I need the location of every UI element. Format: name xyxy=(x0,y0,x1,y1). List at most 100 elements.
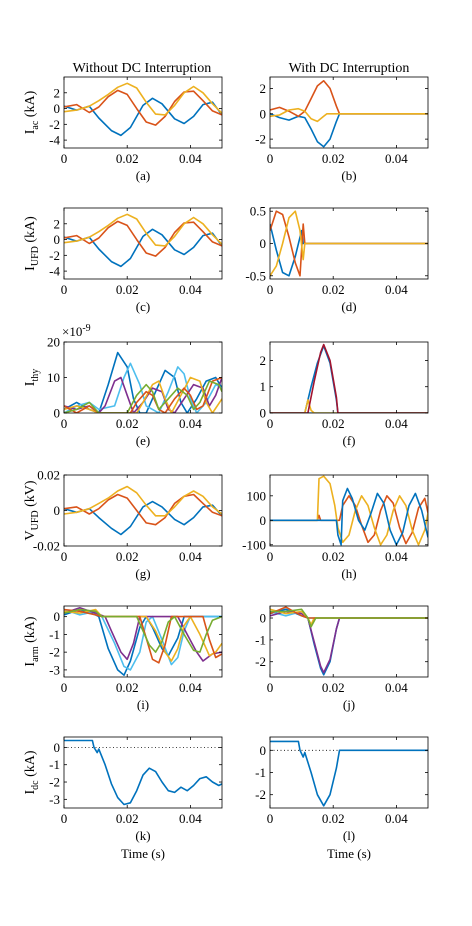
series-line-h-2 xyxy=(270,487,428,546)
y-axis-label-symbol: I xyxy=(23,381,38,386)
axis-box xyxy=(269,76,429,149)
y-tick-label: 0 xyxy=(54,503,61,518)
y-axis-label-symbol: I xyxy=(23,129,38,134)
panel-caption: (h) xyxy=(341,566,356,581)
x-tick-label: 0.02 xyxy=(116,680,139,695)
y-tick-label: 2 xyxy=(54,85,61,100)
x-tick-label: 0.04 xyxy=(385,282,408,297)
series-line-j-0 xyxy=(270,608,428,676)
x-tick-label: 0 xyxy=(61,680,68,695)
series-line-i-3 xyxy=(64,608,222,662)
y-tick-label: -4 xyxy=(49,133,60,148)
series-line-j-5 xyxy=(270,608,428,628)
column-title-left: Without DC Interruption xyxy=(73,61,212,76)
y-tick-label: -2 xyxy=(49,775,60,790)
y-axis-label-sub: ac xyxy=(30,120,41,129)
y-tick-label: 10 xyxy=(47,370,60,385)
x-tick-label: 0.02 xyxy=(322,282,345,297)
x-tick-label: 0.02 xyxy=(322,549,345,564)
y-tick-label: -2 xyxy=(255,787,266,802)
panels: 0 0.02 0.04-4-202(a)Iac (kA)0 0.02 0.04-202(… xyxy=(23,76,429,861)
y-tick-label: 0 xyxy=(54,232,61,247)
series-line-c-0 xyxy=(64,228,222,268)
panel-caption: (k) xyxy=(135,828,150,843)
axis-box xyxy=(269,474,429,547)
panel-a: 0 0.02 0.04-4-202(a)Iac (kA) xyxy=(23,76,223,183)
panel-caption: (g) xyxy=(135,566,150,581)
y-axis-label-unit: (kA) xyxy=(23,750,38,780)
x-tick-label: 0.04 xyxy=(179,549,202,564)
y-tick-label: 0 xyxy=(260,513,267,528)
y-tick-label: 100 xyxy=(247,488,267,503)
x-tick-label: 0.02 xyxy=(116,151,139,166)
x-tick-label: 0.04 xyxy=(385,549,408,564)
x-tick-label: 0.02 xyxy=(322,811,345,826)
x-tick-label: 0.04 xyxy=(179,151,202,166)
series-line-g-1 xyxy=(64,493,222,526)
y-axis-label: Iarm (kA) xyxy=(23,616,41,666)
x-tick-label: 0 xyxy=(61,282,68,297)
x-tick-label: 0 xyxy=(267,151,274,166)
series-line-i-1 xyxy=(64,608,222,671)
series-line-d-0 xyxy=(270,223,428,277)
x-tick-label: 0.02 xyxy=(116,282,139,297)
series-line-c-2 xyxy=(64,213,222,247)
panel-caption: (c) xyxy=(136,299,150,314)
axis-box xyxy=(63,736,223,809)
y-tick-label: 0 xyxy=(54,406,61,421)
axis-box xyxy=(269,605,429,678)
y-tick-label: 2 xyxy=(260,81,267,96)
series-line-g-0 xyxy=(64,500,222,536)
axis-box xyxy=(63,207,223,280)
panel-caption: (f) xyxy=(343,433,356,448)
x-tick-label: 0.02 xyxy=(116,549,139,564)
y-axis-label-sub: dc xyxy=(30,780,41,790)
y-tick-label: 0.02 xyxy=(37,468,60,483)
panel-caption: (l) xyxy=(343,828,355,843)
y-axis-label-unit: (kA) xyxy=(23,90,38,120)
series-line-g-2 xyxy=(64,485,222,517)
x-tick-label: 0.04 xyxy=(385,680,408,695)
series-line-b-1 xyxy=(270,80,428,118)
y-tick-label: 0 xyxy=(260,106,267,121)
y-tick-label: 1 xyxy=(260,379,267,394)
y-axis-label-sub: UFD xyxy=(30,510,41,530)
series-line-l-0 xyxy=(270,740,428,807)
x-tick-label: 0.02 xyxy=(116,811,139,826)
series-line-d-2 xyxy=(270,210,428,277)
x-tick-label: 0.02 xyxy=(322,416,345,431)
x-tick-label: 0.02 xyxy=(322,151,345,166)
x-tick-label: 0.04 xyxy=(179,680,202,695)
y-tick-label: 0 xyxy=(260,406,267,421)
exponent-power: -9 xyxy=(82,323,90,334)
panel-caption: (e) xyxy=(136,433,150,448)
y-tick-label: 2 xyxy=(260,353,267,368)
y-tick-label: -2 xyxy=(49,645,60,660)
x-tick-label: 0.04 xyxy=(179,282,202,297)
y-tick-label: -0.02 xyxy=(33,539,60,554)
x-tick-label: 0 xyxy=(61,416,68,431)
y-tick-label: -0.5 xyxy=(245,268,266,283)
y-tick-label: -2 xyxy=(255,132,266,147)
y-axis-label-symbol: I xyxy=(23,266,38,271)
y-axis-label-unit: (kV) xyxy=(23,480,38,510)
panel-b: 0 0.02 0.04-202(b) xyxy=(255,76,429,183)
x-tick-label: 0 xyxy=(267,549,274,564)
x-tick-label: 0.04 xyxy=(385,811,408,826)
axis-box xyxy=(63,605,223,678)
x-tick-label: 0.04 xyxy=(179,416,202,431)
x-axis-label: Time (s) xyxy=(121,846,165,861)
panel-i: 0 0.02 0.04 -3 -2 -1 0 (i) Iarm (kA) xyxy=(23,605,223,712)
axis-box xyxy=(63,474,223,547)
series-line-i-4 xyxy=(64,608,222,664)
x-tick-label: 0 xyxy=(267,811,274,826)
panel-j: 0 0.02 0.04 -2 -1 0 (j) xyxy=(255,605,429,712)
series-line-f-0 xyxy=(270,345,428,413)
y-tick-label: 0 xyxy=(260,236,267,251)
series-line-b-0 xyxy=(270,113,428,148)
series-line-d-1 xyxy=(270,210,428,277)
series-line-a-1 xyxy=(64,89,222,126)
series-line-i-5 xyxy=(64,608,222,653)
column-title-right: With DC Interruption xyxy=(289,61,410,76)
